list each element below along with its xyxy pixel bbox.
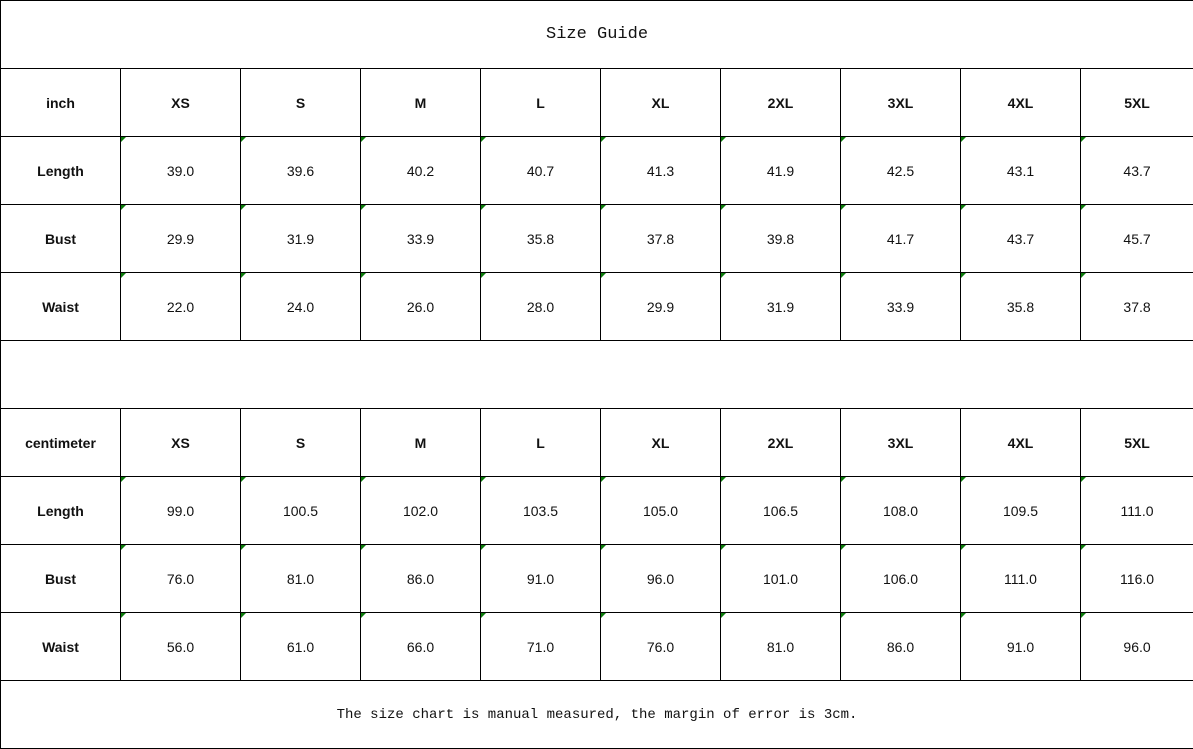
- table-row: Length 39.0 39.6 40.2 40.7 41.3 41.9 42.5 43.1 43…: [0, 136, 1193, 205]
- measurement-cell: 116.0: [1079, 544, 1193, 613]
- measurement-cell: 86.0: [360, 544, 481, 613]
- measurement-cell: 29.9: [600, 272, 721, 341]
- measurement-cell: 24.0: [240, 272, 361, 341]
- measurement-cell: 31.9: [720, 272, 841, 341]
- measurement-cell: 91.0: [480, 544, 601, 613]
- measurement-cell: 81.0: [240, 544, 361, 613]
- size-header: 3XL: [840, 408, 961, 477]
- size-header: L: [480, 68, 601, 137]
- measurement-cell: 96.0: [1079, 612, 1193, 681]
- size-header: S: [240, 408, 361, 477]
- measurement-cell: 76.0: [600, 612, 721, 681]
- measurement-cell: 91.0: [960, 612, 1081, 681]
- size-header: M: [360, 68, 481, 137]
- size-header: 2XL: [720, 408, 841, 477]
- measurement-cell: 61.0: [240, 612, 361, 681]
- measurement-cell: 33.9: [840, 272, 961, 341]
- measurement-cell: 101.0: [720, 544, 841, 613]
- measurement-cell: 35.8: [480, 204, 601, 273]
- size-header: XL: [600, 68, 721, 137]
- size-header: XS: [120, 68, 241, 137]
- unit-header: inch: [0, 68, 121, 137]
- unit-header: centimeter: [0, 408, 121, 477]
- row-label: Bust: [0, 544, 121, 613]
- measurement-cell: 39.8: [720, 204, 841, 273]
- measurement-cell: 43.7: [1079, 136, 1193, 205]
- measurement-cell: 86.0: [840, 612, 961, 681]
- row-label: Waist: [0, 612, 121, 681]
- size-header: M: [360, 408, 481, 477]
- measurement-cell: 41.9: [720, 136, 841, 205]
- measurement-cell: 31.9: [240, 204, 361, 273]
- row-label: Length: [0, 476, 121, 545]
- footer-note: The size chart is manual measured, the m…: [0, 680, 1193, 749]
- size-header: 2XL: [720, 68, 841, 137]
- measurement-cell: 81.0: [720, 612, 841, 681]
- measurement-cell: 108.0: [840, 476, 961, 545]
- measurement-cell: 37.8: [1079, 272, 1193, 341]
- measurement-cell: 66.0: [360, 612, 481, 681]
- row-label: Length: [0, 136, 121, 205]
- measurement-cell: 96.0: [600, 544, 721, 613]
- measurement-cell: 28.0: [480, 272, 601, 341]
- measurement-cell: 42.5: [840, 136, 961, 205]
- measurement-cell: 33.9: [360, 204, 481, 273]
- size-header: XS: [120, 408, 241, 477]
- row-label: Bust: [0, 204, 121, 273]
- measurement-cell: 56.0: [120, 612, 241, 681]
- table-row: Bust 29.9 31.9 33.9 35.8 37.8 39.8 41.7 43.7 45.7: [0, 204, 1193, 273]
- measurement-cell: 99.0: [120, 476, 241, 545]
- measurement-cell: 103.5: [480, 476, 601, 545]
- measurement-cell: 40.7: [480, 136, 601, 205]
- measurement-cell: 26.0: [360, 272, 481, 341]
- measurement-cell: 22.0: [120, 272, 241, 341]
- measurement-cell: 35.8: [960, 272, 1081, 341]
- measurement-cell: 106.0: [840, 544, 961, 613]
- size-header: 4XL: [960, 68, 1081, 137]
- measurement-cell: 29.9: [120, 204, 241, 273]
- header-row: inch XS S M L XL 2XL 3XL 4XL 5XL: [0, 68, 1193, 137]
- measurement-cell: 109.5: [960, 476, 1081, 545]
- size-header: 4XL: [960, 408, 1081, 477]
- table-row: Waist 22.0 24.0 26.0 28.0 29.9 31.9 33.9 35.8 37.…: [0, 272, 1193, 341]
- size-header: L: [480, 408, 601, 477]
- measurement-cell: 100.5: [240, 476, 361, 545]
- measurement-cell: 111.0: [960, 544, 1081, 613]
- size-header: 5XL: [1079, 68, 1193, 137]
- size-header: 3XL: [840, 68, 961, 137]
- measurement-cell: 40.2: [360, 136, 481, 205]
- measurement-cell: 41.7: [840, 204, 961, 273]
- measurement-cell: 45.7: [1079, 204, 1193, 273]
- measurement-cell: 37.8: [600, 204, 721, 273]
- measurement-cell: 106.5: [720, 476, 841, 545]
- row-label: Waist: [0, 272, 121, 341]
- size-header: XL: [600, 408, 721, 477]
- measurement-cell: 41.3: [600, 136, 721, 205]
- measurement-cell: 105.0: [600, 476, 721, 545]
- header-row: centimeter XS S M L XL 2XL 3XL 4XL 5XL: [0, 408, 1193, 477]
- measurement-cell: 43.7: [960, 204, 1081, 273]
- measurement-cell: 102.0: [360, 476, 481, 545]
- measurement-cell: 43.1: [960, 136, 1081, 205]
- table-row: Bust 76.0 81.0 86.0 91.0 96.0 101.0 106.0 111.0 1…: [0, 544, 1193, 613]
- spacer-row: [0, 340, 1193, 409]
- table-row: Waist 56.0 61.0 66.0 71.0 76.0 81.0 86.0 91.0 96.…: [0, 612, 1193, 681]
- measurement-cell: 111.0: [1079, 476, 1193, 545]
- size-header: 5XL: [1079, 408, 1193, 477]
- measurement-cell: 39.6: [240, 136, 361, 205]
- page-title: Size Guide: [0, 0, 1193, 69]
- measurement-cell: 76.0: [120, 544, 241, 613]
- table-row: Length 99.0 100.5 102.0 103.5 105.0 106.5 108.0…: [0, 476, 1193, 545]
- size-header: S: [240, 68, 361, 137]
- measurement-cell: 39.0: [120, 136, 241, 205]
- measurement-cell: 71.0: [480, 612, 601, 681]
